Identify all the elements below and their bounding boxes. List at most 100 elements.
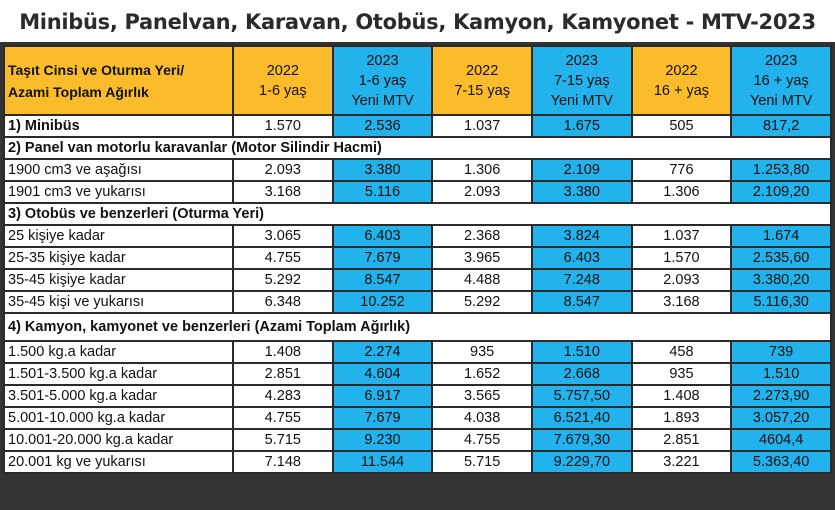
section-row: 2) Panel van motorlu karavanlar (Motor S…	[3, 136, 832, 160]
new-mtv-cell: 3.057,20	[730, 406, 832, 430]
table-row: 20.001 kg ve yukarısı 7.148 11.544 5.715 9.2…	[3, 450, 832, 474]
new-mtv-cell: 7.679	[331, 406, 434, 430]
header-label-line: Taşıt Cinsi ve Oturma Yeri/	[8, 61, 185, 78]
row-label: 25 kişiye kadar	[3, 224, 234, 248]
mtv-2022-cell: 2.851	[630, 428, 733, 452]
new-mtv-cell: 2.109	[530, 158, 633, 182]
new-mtv-cell: 817,2	[730, 114, 832, 138]
mtv-2022-cell: 4.488	[431, 268, 533, 292]
mtv-2022-cell: 6.348	[232, 290, 334, 314]
table-row: 25-35 kişiye kadar 4.755 7.679 3.965 6.403 1.…	[3, 246, 832, 270]
table-row: 5.001-10.000 kg.a kadar 4.755 7.679 4.038 6.…	[3, 406, 832, 430]
column-header-line: Yeni MTV	[550, 92, 613, 109]
mtv-2022-cell: 5.715	[232, 428, 334, 452]
new-mtv-cell: 7.679,30	[530, 428, 633, 452]
new-mtv-cell: 739	[730, 340, 832, 364]
mtv-2022-cell: 1.306	[630, 180, 733, 204]
mtv-2022-cell: 1.306	[431, 158, 533, 182]
row-label: 35-45 kişi ve yukarısı	[3, 290, 234, 314]
mtv-2022-cell: 4.283	[232, 384, 334, 408]
mtv-2022-cell: 3.565	[431, 384, 533, 408]
new-mtv-cell: 2.274	[331, 340, 434, 364]
table-row: 1) Minibüs 1.570 2.536 1.037 1.675 505 817,2	[3, 114, 832, 138]
column-header-line: 2022	[466, 62, 499, 79]
section-title: 2) Panel van motorlu karavanlar (Motor S…	[3, 136, 832, 160]
mtv-2022-cell: 776	[630, 158, 733, 182]
column-header: 2023 16 + yaş Yeni MTV	[730, 45, 832, 116]
column-header: 2023 1-6 yaş Yeni MTV	[331, 45, 434, 116]
row-label: 10.001-20.000 kg.a kadar	[3, 428, 234, 452]
column-header: 2023 7-15 yaş Yeni MTV	[530, 45, 633, 116]
new-mtv-cell: 5.116,30	[730, 290, 832, 314]
mtv-2022-cell: 2.093	[630, 268, 733, 292]
table-row: 1.501-3.500 kg.a kadar 2.851 4.604 1.652 2.6…	[3, 362, 832, 386]
mtv-2022-cell: 5.715	[431, 450, 533, 474]
column-header: 2022 1-6 yaş	[232, 45, 334, 116]
mtv-2022-cell: 3.965	[431, 246, 533, 270]
column-header-line: Yeni MTV	[749, 92, 813, 109]
new-mtv-cell: 8.547	[331, 268, 434, 292]
new-mtv-cell: 5.363,40	[730, 450, 832, 474]
row-label: 1900 cm3 ve aşağısı	[3, 158, 234, 182]
new-mtv-cell: 3.824	[530, 224, 633, 248]
header-label-line: Azami Toplam Ağırlık	[8, 83, 149, 100]
column-header-line: 1-6 yaş	[259, 82, 307, 99]
section-title: 4) Kamyon, kamyonet ve benzerleri (Azami…	[3, 312, 832, 342]
mtv-2022-cell: 1.037	[630, 224, 733, 248]
column-header-line: 2023	[366, 52, 399, 69]
column-header-line: 7-15 yaş	[553, 72, 610, 89]
mtv-2022-cell: 3.221	[630, 450, 733, 474]
new-mtv-cell: 7.679	[331, 246, 434, 270]
new-mtv-cell: 2.536	[331, 114, 434, 138]
table-row: 35-45 kişiye kadar 5.292 8.547 4.488 7.248 2.…	[3, 268, 832, 292]
new-mtv-cell: 9.229,70	[530, 450, 633, 474]
new-mtv-cell: 7.248	[530, 268, 633, 292]
mtv-2022-cell: 935	[431, 340, 533, 364]
header-label: Taşıt Cinsi ve Oturma Yeri/Azami Toplam …	[3, 45, 234, 116]
new-mtv-cell: 8.547	[530, 290, 633, 314]
new-mtv-cell: 2.535,60	[730, 246, 832, 270]
page-title: Minibüs, Panelvan, Karavan, Otobüs, Kamy…	[19, 10, 816, 34]
new-mtv-cell: 10.252	[331, 290, 434, 314]
section-row: 4) Kamyon, kamyonet ve benzerleri (Azami…	[3, 312, 832, 342]
row-label: 35-45 kişiye kadar	[3, 268, 234, 292]
mtv-2022-cell: 7.148	[232, 450, 334, 474]
mtv-2022-cell: 5.292	[232, 268, 334, 292]
column-header-line: 2023	[765, 52, 798, 69]
column-header-line: 16 + yaş	[653, 82, 710, 99]
table-row: 10.001-20.000 kg.a kadar 5.715 9.230 4.755 7…	[3, 428, 832, 452]
row-label: 3.501-5.000 kg.a kadar	[3, 384, 234, 408]
new-mtv-cell: 1.253,80	[730, 158, 832, 182]
new-mtv-cell: 11.544	[331, 450, 434, 474]
column-header: 2022 16 + yaş	[630, 45, 733, 116]
row-label: 5.001-10.000 kg.a kadar	[3, 406, 234, 430]
section-row: 3) Otobüs ve benzerleri (Oturma Yeri)	[3, 202, 832, 226]
mtv-2022-cell: 3.065	[232, 224, 334, 248]
new-mtv-cell: 6.403	[331, 224, 434, 248]
column-header-line: 2023	[565, 52, 598, 69]
mtv-2022-cell: 2.093	[431, 180, 533, 204]
mtv-2022-cell: 2.368	[431, 224, 533, 248]
row-label: 1901 cm3 ve yukarısı	[3, 180, 234, 204]
table-row: 3.501-5.000 kg.a kadar 4.283 6.917 3.565 5.7…	[3, 384, 832, 408]
mtv-2022-cell: 1.037	[431, 114, 533, 138]
new-mtv-cell: 1.510	[530, 340, 633, 364]
mtv-2022-cell: 1.408	[630, 384, 733, 408]
mtv-2022-cell: 2.851	[232, 362, 334, 386]
mtv-2022-cell: 3.168	[630, 290, 733, 314]
table-row: 1900 cm3 ve aşağısı 2.093 3.380 1.306 2.109 7…	[3, 158, 832, 182]
table-row: 25 kişiye kadar 3.065 6.403 2.368 3.824 1.037…	[3, 224, 832, 248]
mtv-2022-cell: 4.038	[431, 406, 533, 430]
table-row: 1.500 kg.a kadar 1.408 2.274 935 1.510 458 739	[3, 340, 832, 364]
new-mtv-cell: 1.674	[730, 224, 832, 248]
mtv-2022-cell: 3.168	[232, 180, 334, 204]
mtv-2022-cell: 505	[630, 114, 733, 138]
mtv-2022-cell: 935	[630, 362, 733, 386]
column-header-line: Yeni MTV	[351, 92, 414, 109]
section-title: 3) Otobüs ve benzerleri (Oturma Yeri)	[3, 202, 832, 226]
mtv-2022-cell: 1.570	[630, 246, 733, 270]
mtv-2022-cell: 1.408	[232, 340, 334, 364]
new-mtv-cell: 5.757,50	[530, 384, 633, 408]
new-mtv-cell: 5.116	[331, 180, 434, 204]
column-header-line: 1-6 yaş	[358, 72, 407, 89]
